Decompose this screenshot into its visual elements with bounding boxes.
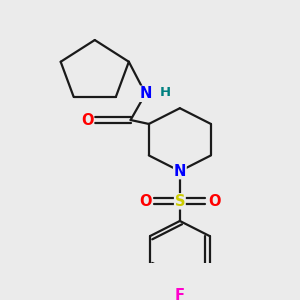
Text: S: S xyxy=(175,194,185,209)
Text: H: H xyxy=(159,86,170,99)
Text: N: N xyxy=(174,164,186,178)
Text: O: O xyxy=(139,194,152,209)
Text: O: O xyxy=(208,194,220,209)
Text: F: F xyxy=(175,288,185,300)
Text: O: O xyxy=(81,112,94,128)
Text: N: N xyxy=(139,86,152,101)
